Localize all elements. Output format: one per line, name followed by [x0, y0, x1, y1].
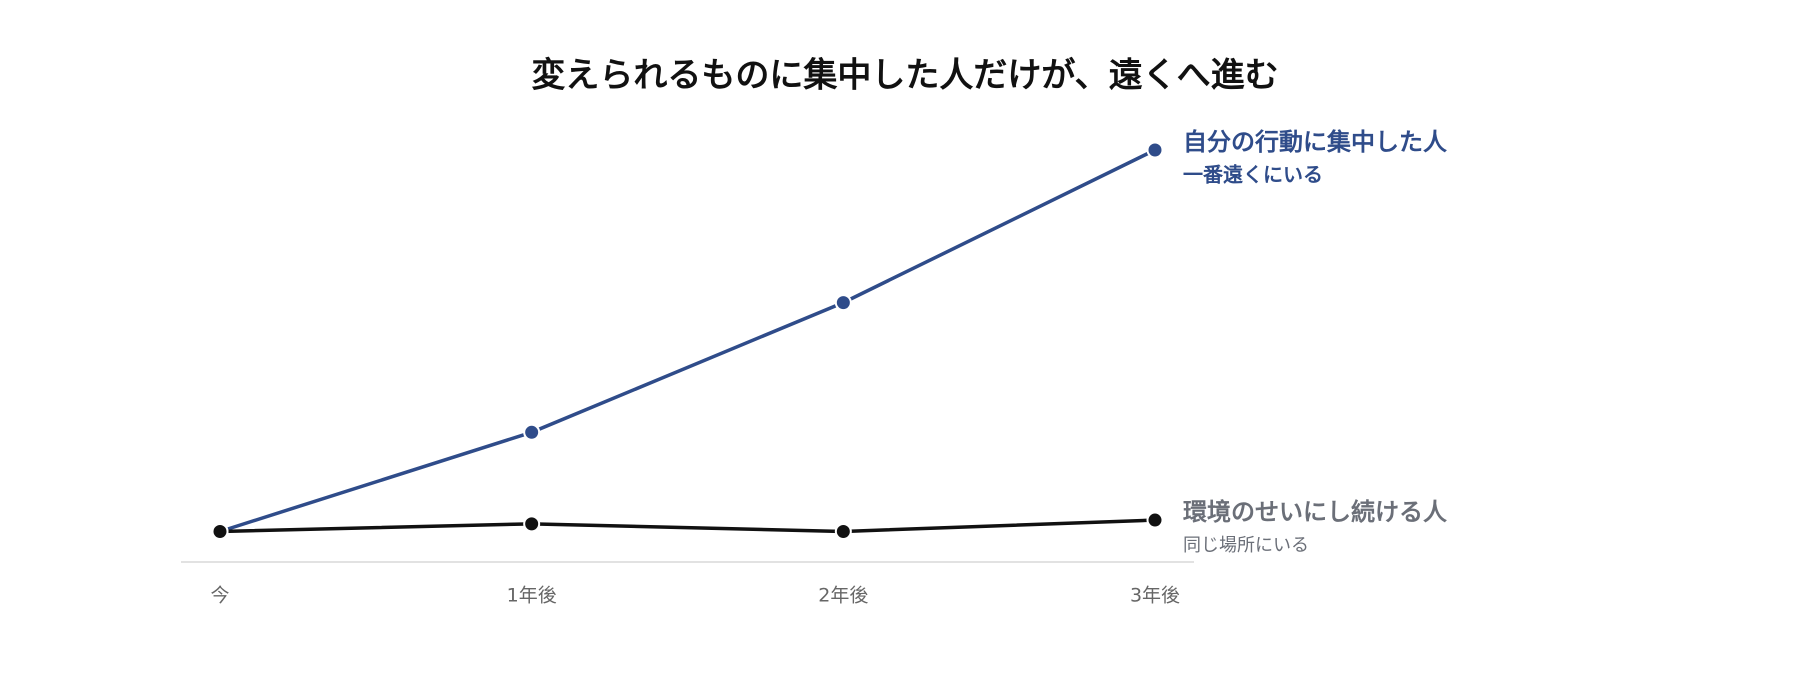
x-tick-label: 3年後 [1130, 585, 1180, 607]
series-line [219, 518, 1156, 534]
chart-title: 変えられるものに集中した人だけが、遠くへ進む [531, 56, 1278, 96]
data-point [211, 522, 229, 540]
series-annotation: 一番遠くにいる [1183, 163, 1323, 187]
data-point [834, 522, 852, 540]
data-point [834, 294, 852, 312]
x-tick-label: 2年後 [818, 585, 868, 607]
series-annotation: 同じ場所にいる [1183, 535, 1309, 556]
series-line [219, 148, 1156, 534]
series-label: 自分の行動に集中した人 [1183, 128, 1447, 156]
series-label: 環境のせいにし続ける人 [1183, 498, 1447, 526]
x-tick-label: 1年後 [507, 585, 557, 607]
data-point [523, 423, 541, 441]
data-point [1146, 141, 1164, 159]
x-tick-label: 今 [210, 585, 229, 607]
data-point [1146, 511, 1164, 529]
data-point [523, 515, 541, 533]
